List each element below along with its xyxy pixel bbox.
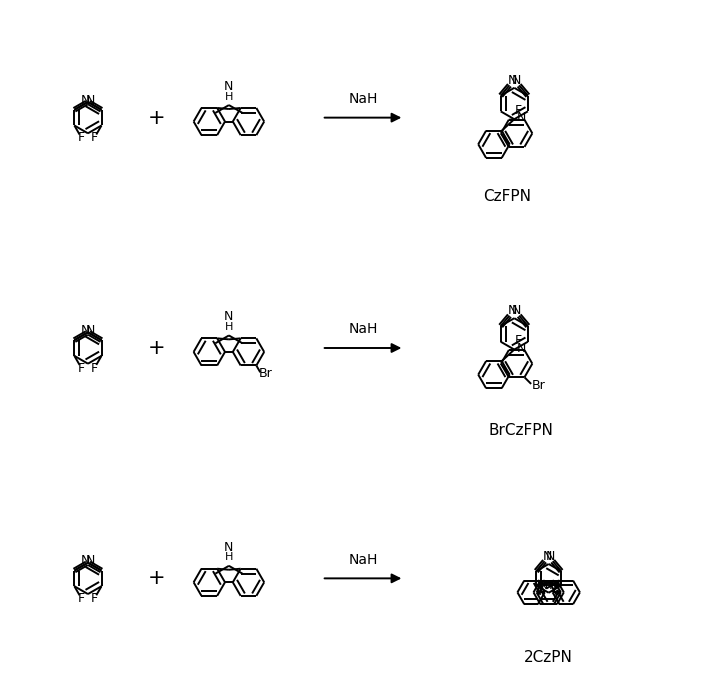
Text: NaH: NaH	[348, 553, 378, 567]
Text: N: N	[508, 74, 517, 87]
Text: H: H	[225, 322, 233, 332]
Text: N: N	[539, 579, 548, 592]
Text: N: N	[86, 555, 96, 567]
Text: F: F	[78, 592, 85, 605]
Text: H: H	[225, 92, 233, 102]
Text: NaH: NaH	[348, 92, 378, 106]
Text: F: F	[78, 362, 85, 374]
Text: F: F	[91, 592, 98, 605]
Text: N: N	[224, 80, 234, 93]
Text: H: H	[225, 553, 233, 562]
Text: N: N	[81, 324, 90, 337]
Text: +: +	[148, 569, 166, 588]
Text: +: +	[148, 338, 166, 358]
Text: F: F	[515, 334, 522, 347]
Text: F: F	[91, 132, 98, 144]
Text: N: N	[81, 555, 90, 567]
Text: N: N	[517, 342, 526, 355]
Text: NaH: NaH	[348, 322, 378, 336]
Text: 2CzPN: 2CzPN	[524, 650, 573, 665]
Text: N: N	[511, 304, 521, 317]
Text: Br: Br	[259, 367, 273, 380]
Text: F: F	[78, 132, 85, 144]
Text: N: N	[545, 551, 555, 563]
Text: N: N	[86, 324, 96, 337]
Text: +: +	[148, 108, 166, 127]
Text: N: N	[86, 94, 96, 106]
Text: CzFPN: CzFPN	[484, 189, 531, 204]
Text: BrCzFPN: BrCzFPN	[489, 423, 554, 438]
Text: N: N	[508, 304, 517, 317]
Text: N: N	[81, 94, 90, 106]
Text: N: N	[549, 579, 558, 592]
Text: N: N	[511, 74, 521, 87]
Text: N: N	[224, 541, 234, 553]
Text: N: N	[224, 310, 234, 323]
Text: Br: Br	[531, 379, 545, 392]
Text: F: F	[515, 104, 522, 116]
Text: N: N	[542, 551, 552, 563]
Text: F: F	[91, 362, 98, 374]
Text: N: N	[517, 111, 526, 125]
